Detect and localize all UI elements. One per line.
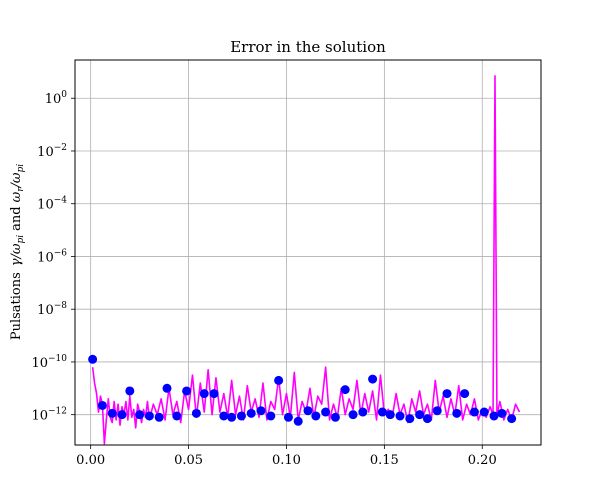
y-axis-label-sub2a: r [16,187,26,192]
y-tick-label-exponent: 0 [61,90,67,100]
y-tick-label: 10−12 [31,407,67,424]
scatter-point [311,411,321,421]
scatter-point [135,410,145,420]
y-tick-label: 10−8 [37,301,67,318]
y-tick-label-base: 10 [45,92,62,107]
scatter-point [432,406,442,416]
grid-lines [75,60,541,445]
scatter-point [497,408,507,418]
scatter-point [321,407,331,417]
y-tick-label-exponent: −8 [54,301,68,311]
scatter-point [88,354,98,364]
y-axis-label-mid: and [9,206,24,230]
y-tick-label: 10−10 [31,354,67,371]
scatter-point [479,407,489,417]
scatter-point [97,400,107,410]
scatter-point [274,375,284,385]
scatter-point [293,416,303,426]
y-tick-label-base: 10 [31,356,48,371]
y-axis-label-prefix: Pulsations [9,272,24,340]
scatter-point [385,410,395,420]
scatter-point [507,414,517,424]
y-tick-label-exponent: −2 [54,143,67,153]
scatter-point [236,411,246,421]
y-tick-label-exponent: −4 [54,196,68,206]
y-tick-label-exponent: −10 [48,354,67,364]
y-axis-label-slash: /ω [9,172,24,189]
y-axis-label-sub2b: pi [16,164,26,173]
plot-data [88,75,521,445]
y-axis-label-sym1: γ/ω [9,243,24,266]
scatter-point [266,411,276,421]
series-line [91,75,521,445]
y-tick-label: 10−4 [37,196,67,213]
scatter-point [117,410,127,420]
scatter-point [246,408,256,418]
scatter-point [219,411,229,421]
x-tick-label: 0.05 [174,453,203,468]
y-axis-label-sym2: ω [9,191,24,202]
scatter-point [348,410,358,420]
scatter-point [303,406,313,416]
scatter-point [209,389,219,399]
scatter-point [283,412,293,422]
scatter-point [442,389,452,399]
scatter-point [107,408,117,418]
axis-ticks: 0.00 0.05 0.10 0.15 0.2010010−210−410−610−81… [31,90,496,468]
scatter-point [172,411,182,421]
y-tick-label-exponent: −12 [48,407,67,417]
y-tick-label-base: 10 [37,303,54,318]
scatter-point [256,406,266,416]
scatter-point [227,412,237,422]
y-tick-label: 10−2 [37,143,67,160]
scatter-point [368,374,378,384]
scatter-point [358,407,368,417]
y-tick-label-base: 10 [31,409,48,424]
y-tick-label-base: 10 [37,198,54,213]
y-axis-label-sub1: pi [16,235,26,244]
y-tick-label-exponent: −6 [54,248,68,258]
x-tick-label: 0.20 [468,453,497,468]
y-tick-label-base: 10 [37,145,54,160]
scatter-point [162,383,172,393]
x-tick-label: 0.15 [370,453,399,468]
plot-frame [74,59,542,446]
scatter-point [469,407,479,417]
x-tick-label: 0.00 [76,453,105,468]
scatter-point [125,386,135,396]
scatter-point [452,408,462,418]
scatter-point [144,411,154,421]
y-tick-label-base: 10 [37,250,54,265]
scatter-point [395,411,405,421]
scatter-point [422,414,432,424]
scatter-point [489,411,499,421]
scatter-point [191,408,201,418]
y-tick-label: 10−6 [37,248,67,265]
x-tick-label: 0.10 [272,453,301,468]
scatter-point [330,412,340,422]
scatter-point [340,385,350,395]
scatter-point [154,412,164,422]
y-axis-label: Pulsationsγ/ωpiandωr/ωpi [9,164,26,340]
scatter-point [199,389,209,399]
scatter-point [460,389,470,399]
scatter-point [182,386,192,396]
scatter-point [405,414,415,424]
scatter-point [377,407,387,417]
chart-title: Error in the solution [230,38,386,56]
y-tick-label: 100 [45,90,68,107]
scatter-point [415,410,425,420]
